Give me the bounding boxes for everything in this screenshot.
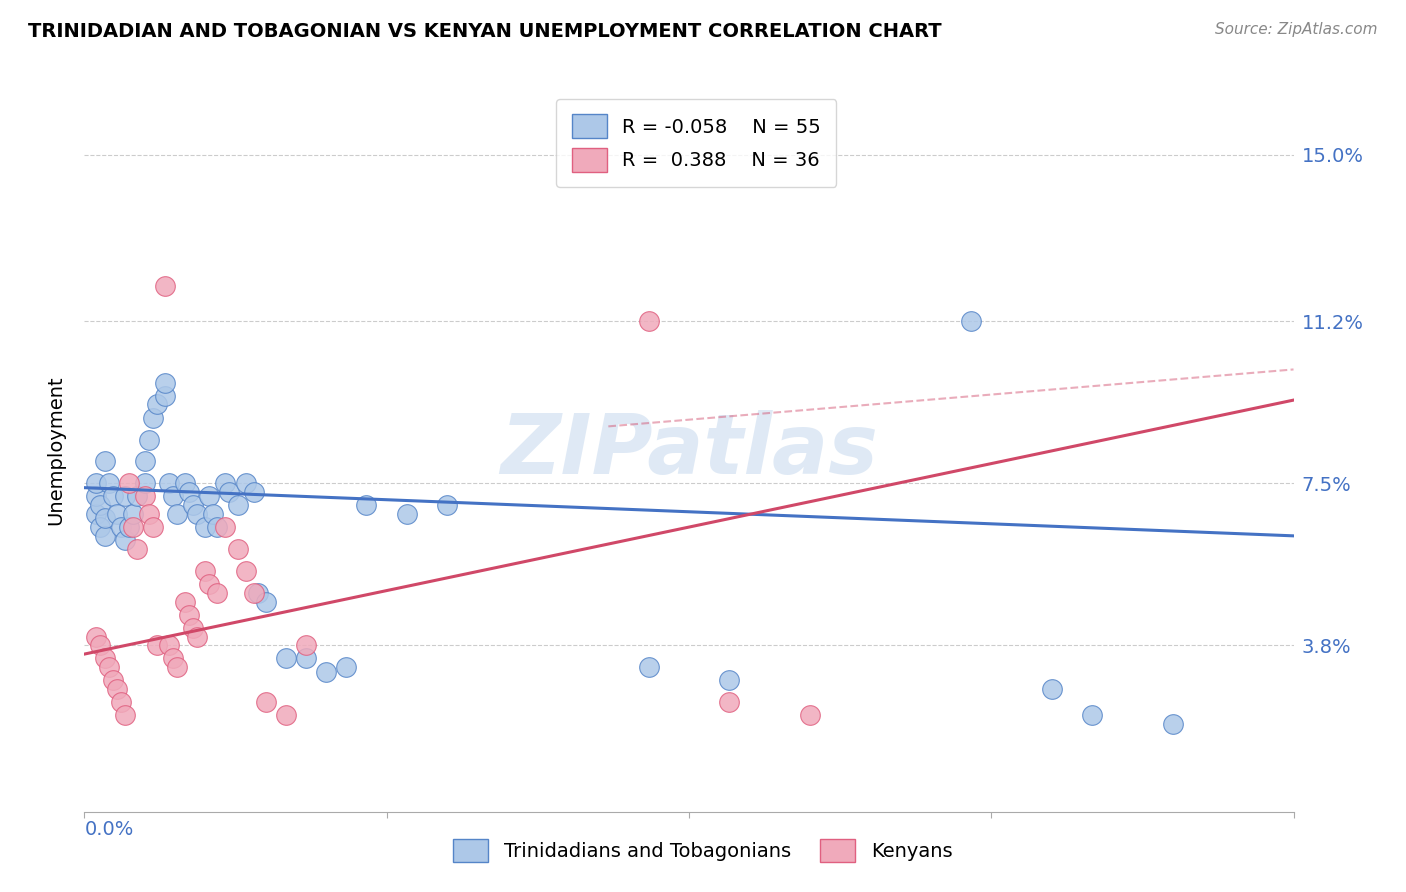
Point [218,485,240,500]
Point [194,520,217,534]
Text: TRINIDADIAN AND TOBAGONIAN VS KENYAN UNEMPLOYMENT CORRELATION CHART: TRINIDADIAN AND TOBAGONIAN VS KENYAN UNE… [28,22,942,41]
Point [93,511,115,525]
Point [242,485,264,500]
Point [134,476,156,491]
Point [125,541,148,556]
Point [186,630,208,644]
Point [295,651,318,665]
Point [718,695,741,709]
Point [202,507,225,521]
Point [637,314,659,328]
Point [166,507,188,521]
Point [235,476,257,491]
Point [1161,717,1184,731]
Point [1081,708,1104,723]
Point [153,279,176,293]
Legend: R = -0.058    N = 55, R =  0.388    N = 36: R = -0.058 N = 55, R = 0.388 N = 36 [555,99,837,187]
Point [315,665,337,679]
Point [138,433,160,447]
Point [89,638,111,652]
Point [198,577,221,591]
Point [142,410,165,425]
Point [86,476,108,491]
Point [146,638,169,652]
Point [101,490,124,504]
Point [242,586,264,600]
Point [86,507,108,521]
Point [97,476,120,491]
Point [157,476,180,491]
Point [246,586,269,600]
Point [138,507,160,521]
Point [718,673,741,688]
Point [89,520,111,534]
Point [162,651,184,665]
Text: Source: ZipAtlas.com: Source: ZipAtlas.com [1215,22,1378,37]
Point [181,498,204,512]
Point [179,485,201,500]
Point [86,490,108,504]
Point [274,708,297,723]
Point [86,630,108,644]
Point [157,638,180,652]
Point [226,498,249,512]
Point [97,660,120,674]
Point [274,651,297,665]
Text: ZIPatlas: ZIPatlas [501,410,877,491]
Point [114,533,136,548]
Point [395,507,418,521]
Point [125,490,148,504]
Point [186,507,208,521]
Point [110,520,132,534]
Text: 0.0%: 0.0% [84,821,134,839]
Point [93,454,115,468]
Point [105,682,128,697]
Legend: Trinidadians and Tobagonians, Kenyans: Trinidadians and Tobagonians, Kenyans [437,823,969,878]
Point [235,564,257,578]
Point [146,397,169,411]
Point [114,490,136,504]
Point [134,454,156,468]
Point [194,564,217,578]
Point [214,520,236,534]
Point [207,586,229,600]
Point [181,621,204,635]
Point [799,708,821,723]
Point [153,389,176,403]
Point [93,529,115,543]
Point [110,695,132,709]
Point [134,490,156,504]
Point [198,490,221,504]
Point [93,651,115,665]
Point [174,594,197,608]
Point [637,660,659,674]
Point [335,660,357,674]
Point [960,314,983,328]
Point [153,376,176,390]
Point [174,476,197,491]
Point [295,638,318,652]
Point [121,507,143,521]
Point [105,507,128,521]
Point [118,476,141,491]
Point [356,498,378,512]
Point [226,541,249,556]
Point [214,476,236,491]
Point [207,520,229,534]
Point [436,498,458,512]
Point [1040,682,1063,697]
Point [179,607,201,622]
Point [101,673,124,688]
Point [162,490,184,504]
Point [121,520,143,534]
Y-axis label: Unemployment: Unemployment [46,376,66,525]
Point [166,660,188,674]
Point [254,594,277,608]
Point [254,695,277,709]
Point [89,498,111,512]
Point [142,520,165,534]
Point [118,520,141,534]
Point [114,708,136,723]
